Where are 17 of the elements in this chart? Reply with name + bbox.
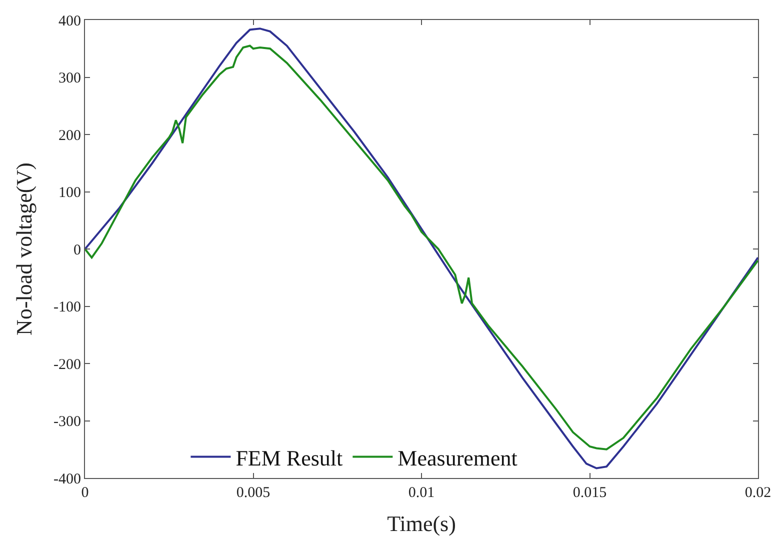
y-tick-label: 100 <box>58 185 81 201</box>
y-tick-label: 400 <box>58 13 81 30</box>
x-tick-label: 0.005 <box>236 485 270 501</box>
x-axis-title: Time(s) <box>387 510 456 536</box>
y-axis-title: No-load voltage(V) <box>11 162 36 336</box>
y-tick-label: -200 <box>54 356 81 373</box>
y-tick-label: -300 <box>54 414 81 430</box>
y-tick-label: -100 <box>54 300 81 316</box>
y-tick-label: 200 <box>58 128 81 144</box>
y-tick-label: 0 <box>74 242 81 258</box>
y-tick-label: -400 <box>54 471 81 488</box>
legend-label: Measurement <box>398 445 518 470</box>
x-tick-label: 0.01 <box>408 485 435 501</box>
x-tick-label: 0.02 <box>744 485 772 501</box>
y-tick-label: 300 <box>58 70 81 86</box>
x-tick-label: 0.015 <box>572 485 607 501</box>
legend-label: FEM Result <box>236 445 343 470</box>
